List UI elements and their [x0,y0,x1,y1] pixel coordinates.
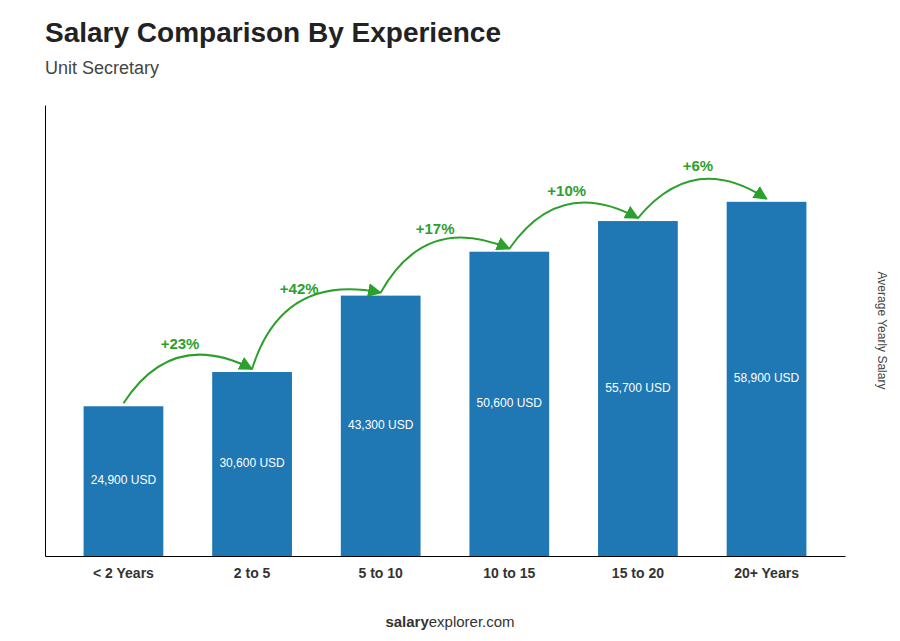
change-arrow [638,179,767,218]
data-label: 24,900 USD [91,473,157,487]
x-axis: < 2 Years 2 to 5 5 to 10 10 to 15 15 to 20 20… [46,557,846,581]
data-labels: 24,900 USD 30,600 USD 43,300 USD 50,600 USD… [91,371,800,487]
x-tick-label: 20+ Years [734,565,799,581]
change-arrow [252,289,381,369]
x-tick: 20+ Years [734,565,799,581]
change-arrow [509,202,638,248]
bar [341,296,421,556]
footer: salaryexplorer.com [385,613,514,630]
title: Salary Comparison By Experience [45,17,501,48]
change-label: +10% [547,182,586,199]
change-arrow [123,355,252,404]
x-tick: 10 to 15 [483,565,535,581]
change-annotations: +23% +42% +17% +10% +6% [123,157,766,403]
change-label: +17% [416,220,455,237]
x-tick-label: 10 to 15 [483,565,535,581]
change-label: +42% [280,280,319,297]
bar [469,252,549,556]
bars [84,202,807,556]
x-tick: 5 to 10 [359,565,404,581]
y-axis-title: Average Yearly Salary [875,272,889,390]
data-label: 55,700 USD [605,381,671,395]
x-tick: < 2 Years [93,565,154,581]
y-axis-line [45,106,46,557]
x-tick: 15 to 20 [612,565,664,581]
x-tick-label: 2 to 5 [234,565,271,581]
change-label: +23% [161,335,200,352]
footer-part: explorer.com [429,613,515,630]
x-tick-label: 5 to 10 [359,565,404,581]
change-arrow [381,238,510,293]
x-tick: 2 to 5 [234,565,271,581]
footer-part: salary [385,613,429,630]
bar [84,406,164,556]
x-axis-line [46,556,846,557]
data-label: 50,600 USD [477,396,543,410]
data-label: 43,300 USD [348,418,414,432]
chart-root: Salary Comparison By Experience Unit Secr… [0,0,900,641]
x-tick-label: 15 to 20 [612,565,664,581]
x-tick-label: < 2 Years [93,565,154,581]
bar [727,202,807,556]
change-label: +6% [683,157,713,174]
bar [598,221,678,556]
data-label: 30,600 USD [219,456,285,470]
bar [212,372,292,556]
subtitle: Unit Secretary [45,58,159,78]
data-label: 58,900 USD [734,371,800,385]
y-axis [45,106,46,557]
